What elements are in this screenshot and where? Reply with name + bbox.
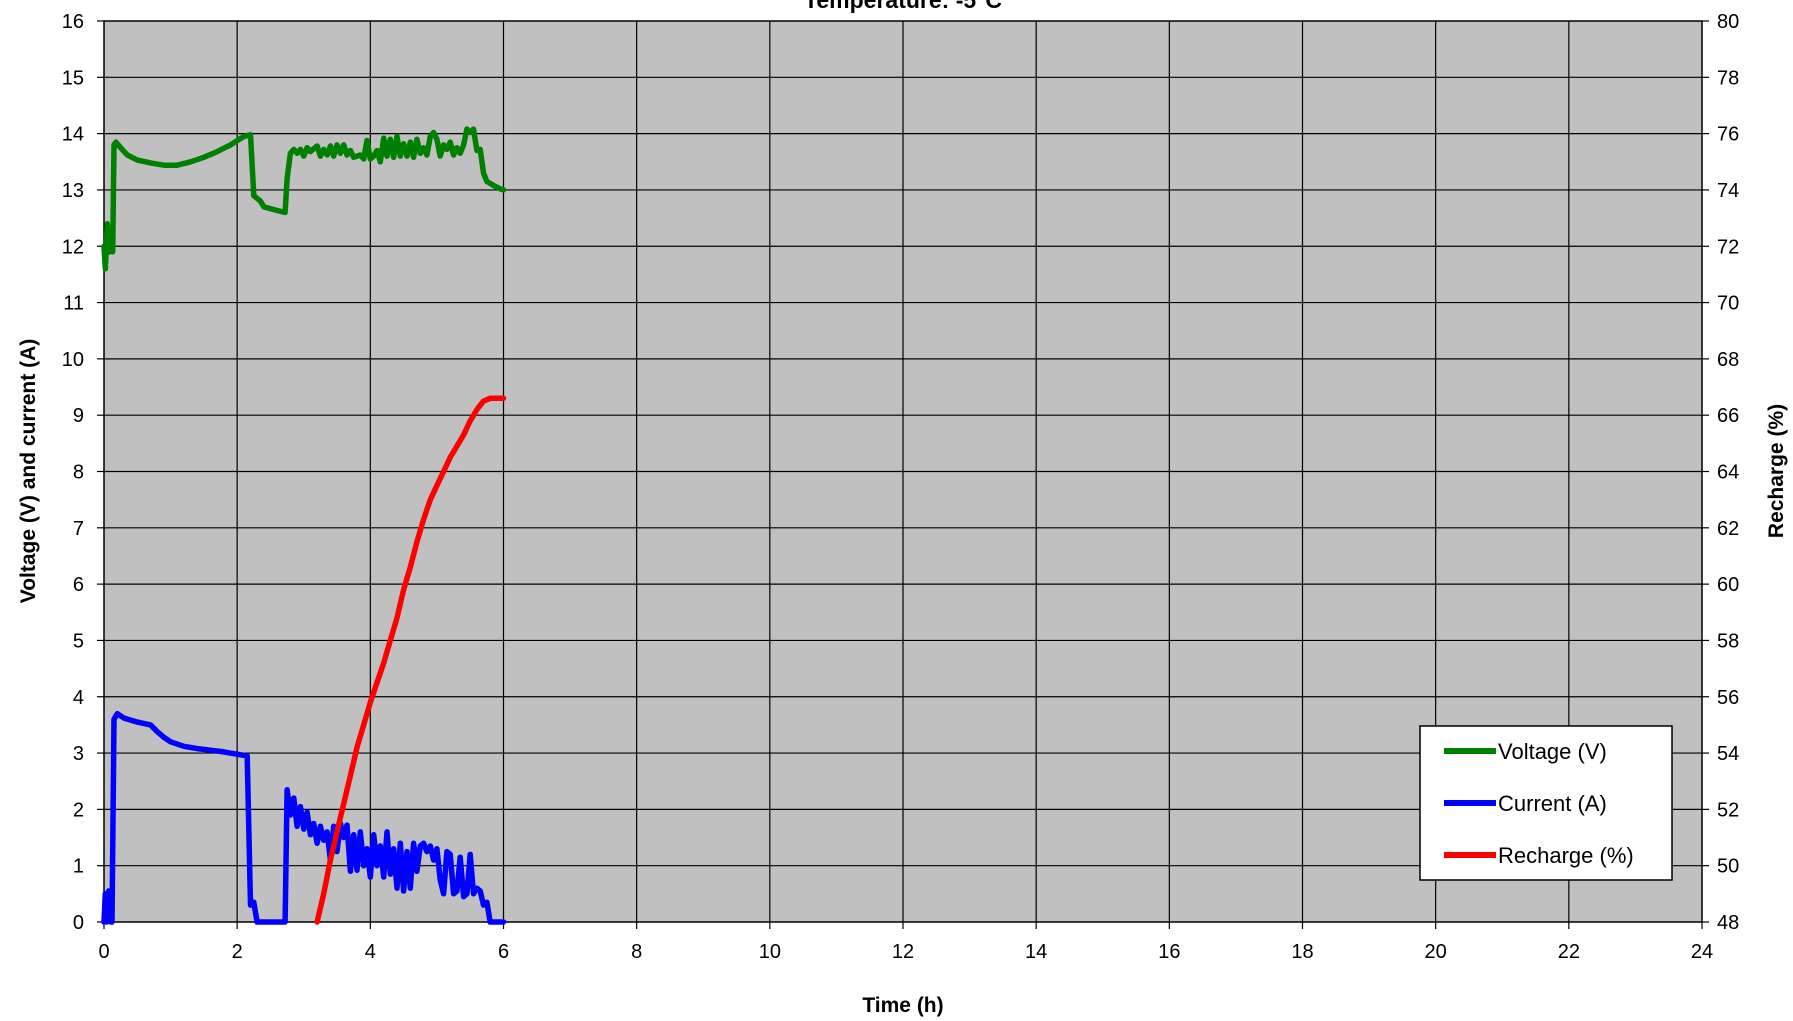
y2-tick-label: 50 [1717,856,1739,878]
y-tick-label: 10 [62,349,84,371]
y2-tick-label: 80 [1717,11,1739,33]
x-tick-label: 22 [1558,941,1580,963]
y2-tick-label: 64 [1717,462,1739,484]
x-tick-label: 4 [365,941,376,963]
y-tick-label: 1 [73,856,84,878]
x-axis-title: Time (h) [862,994,943,1017]
axes: 0123456789101112131415164850525456586062… [62,11,1740,963]
x-tick-label: 0 [98,941,109,963]
x-tick-label: 6 [498,941,509,963]
y-tick-label: 15 [62,67,84,89]
y-tick-label: 12 [62,236,84,258]
x-tick-label: 8 [631,941,642,963]
y2-tick-label: 66 [1717,405,1739,427]
x-tick-label: 2 [232,941,243,963]
legend-label-current: Current (A) [1498,791,1607,816]
y2-axis-title: Recharge (%) [1765,404,1788,538]
x-tick-label: 12 [892,941,914,963]
x-tick-label: 16 [1158,941,1180,963]
y2-tick-label: 48 [1717,912,1739,934]
y-tick-label: 5 [73,630,84,652]
x-tick-label: 24 [1691,941,1713,963]
y2-tick-label: 68 [1717,349,1739,371]
current-line [101,710,507,925]
y-tick-label: 8 [73,462,84,484]
y-tick-label: 9 [73,405,84,427]
y-tick-label: 6 [73,574,84,596]
y2-tick-label: 74 [1717,180,1739,202]
legend-label-voltage: Voltage (V) [1498,739,1607,764]
y2-tick-label: 62 [1717,518,1739,540]
series-group [101,126,507,925]
y2-tick-label: 70 [1717,293,1739,315]
legend-label-recharge: Recharge (%) [1498,843,1634,868]
y-tick-label: 13 [62,180,84,202]
y2-tick-label: 54 [1717,743,1739,765]
y-tick-label: 3 [73,743,84,765]
y2-tick-label: 76 [1717,124,1739,146]
x-tick-label: 14 [1025,941,1047,963]
recharge-line [314,395,507,925]
voltage-line [101,126,507,272]
chart-title: Temperature: -5°C [804,0,1002,13]
x-tick-label: 10 [759,941,781,963]
y-tick-label: 11 [63,293,84,315]
y2-tick-label: 60 [1717,574,1739,596]
y-tick-label: 2 [73,799,84,821]
y2-tick-label: 78 [1717,67,1739,89]
y2-tick-label: 58 [1717,630,1739,652]
x-tick-label: 20 [1425,941,1447,963]
y2-tick-label: 56 [1717,687,1739,709]
y2-tick-label: 72 [1717,236,1739,258]
y2-tick-label: 52 [1717,799,1739,821]
y-tick-label: 0 [73,912,84,934]
y-axis-title: Voltage (V) and current (A) [17,339,40,603]
y-tick-label: 14 [62,124,84,146]
y-tick-label: 7 [73,518,84,540]
x-tick-label: 18 [1291,941,1313,963]
legend: Voltage (V) Current (A) Recharge (%) [1419,725,1673,881]
y-tick-label: 16 [62,11,84,33]
y-tick-label: 4 [73,687,84,709]
